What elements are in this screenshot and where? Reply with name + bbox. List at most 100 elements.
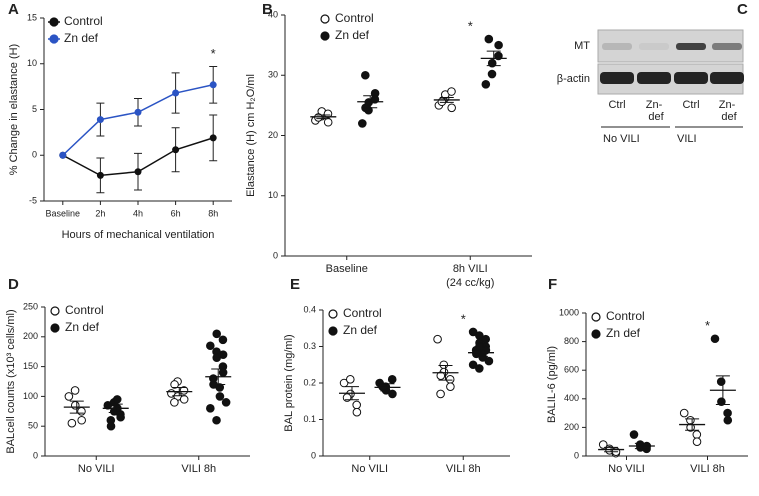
error-bar: [474, 348, 489, 357]
point: [723, 415, 733, 425]
legend-marker: [50, 306, 60, 316]
x-tick-label: VILI 8h: [446, 463, 481, 475]
point: [352, 407, 362, 417]
error-bar: [685, 418, 700, 431]
point: [209, 81, 217, 89]
legend-label: Zn def: [64, 31, 99, 45]
annotation: *: [468, 19, 473, 34]
y-axis-label: BAL protein (mg/ml): [283, 334, 295, 431]
y-tick-label: 10: [27, 58, 37, 68]
x-tick-label: Baseline: [326, 263, 368, 275]
point: [494, 40, 503, 50]
x-tick-label: VILI 8h: [181, 463, 216, 475]
point: [445, 375, 455, 384]
point: [70, 386, 80, 395]
point: [484, 34, 494, 44]
lane-label: Ctrl: [682, 99, 699, 111]
error-bar: [108, 403, 123, 413]
panel-letter: E: [290, 276, 300, 293]
error-bar: [172, 386, 187, 397]
blot-panel: [597, 29, 744, 63]
y-tick-label: 800: [564, 336, 579, 346]
point: [433, 334, 442, 344]
y-tick-label: 20: [268, 130, 278, 140]
lane-label: def: [648, 111, 664, 123]
y-tick-label: 1000: [559, 307, 579, 317]
point: [481, 334, 491, 344]
legend-label: Zn def: [606, 326, 641, 340]
panel-letter: D: [8, 276, 19, 293]
error-bar: [439, 97, 454, 103]
legend-marker: [328, 309, 338, 319]
y-tick-label: 10: [268, 190, 278, 200]
point: [447, 103, 456, 113]
point: [215, 383, 225, 392]
error-bar: [316, 114, 331, 120]
panel-letter: B: [262, 1, 273, 18]
point: [221, 398, 231, 407]
lane-label: Zn-: [646, 99, 663, 111]
point: [77, 407, 86, 416]
point: [209, 134, 217, 142]
point: [170, 380, 179, 389]
y-tick-label: 400: [564, 393, 579, 403]
point: [323, 117, 333, 127]
y-tick-label: 15: [27, 12, 37, 22]
point: [112, 395, 122, 404]
error-bar: [344, 386, 359, 401]
point: [475, 364, 484, 373]
point: [439, 360, 449, 370]
y-tick-label: 0.3: [303, 341, 316, 351]
legend-label: Control: [65, 303, 104, 317]
point: [215, 392, 225, 401]
point: [218, 368, 228, 377]
point: [370, 89, 380, 98]
error-bar: [69, 400, 84, 414]
y-tick-label: 200: [564, 422, 579, 432]
group-label: No VILI: [603, 133, 640, 145]
point: [481, 79, 491, 89]
band: [602, 43, 632, 50]
point: [446, 382, 455, 391]
x-tick-label: No VILI: [608, 463, 645, 475]
band: [674, 72, 708, 84]
point: [345, 375, 355, 384]
point: [387, 375, 397, 384]
point: [692, 437, 702, 447]
point: [361, 70, 370, 80]
point: [468, 327, 478, 337]
legend-label: Zn def: [65, 320, 100, 334]
band: [639, 43, 669, 50]
legend-marker: [50, 323, 60, 333]
y-tick-label: 0: [32, 150, 37, 160]
point: [172, 89, 180, 97]
lane-label: def: [721, 111, 737, 123]
row-label: MT: [574, 40, 590, 52]
y-axis-label: Elastance (H) cm H₂O/ml: [245, 74, 257, 197]
legend-marker: [591, 312, 601, 322]
band: [710, 72, 744, 84]
point: [77, 415, 86, 425]
x-tick-label: No VILI: [351, 463, 388, 475]
x-tick-label: 6h: [171, 208, 181, 218]
point: [710, 334, 720, 344]
band: [637, 72, 671, 84]
point: [116, 412, 125, 422]
point: [179, 386, 189, 395]
point: [212, 329, 222, 339]
y-tick-label: 0.1: [303, 414, 316, 424]
x-tick-label: 8h: [208, 208, 218, 218]
y-tick-label: 5: [32, 104, 37, 114]
legend-marker: [49, 17, 59, 27]
point: [212, 415, 221, 425]
y-tick-label: 150: [23, 361, 38, 371]
annotation: *: [461, 311, 466, 326]
point: [436, 371, 446, 381]
band: [600, 72, 634, 84]
legend-label: Control: [335, 11, 374, 25]
y-tick-label: 250: [23, 301, 38, 311]
x-tick-label: No VILI: [78, 463, 115, 475]
error-bar: [363, 95, 378, 109]
point: [352, 400, 361, 410]
y-tick-label: 0: [574, 450, 579, 460]
